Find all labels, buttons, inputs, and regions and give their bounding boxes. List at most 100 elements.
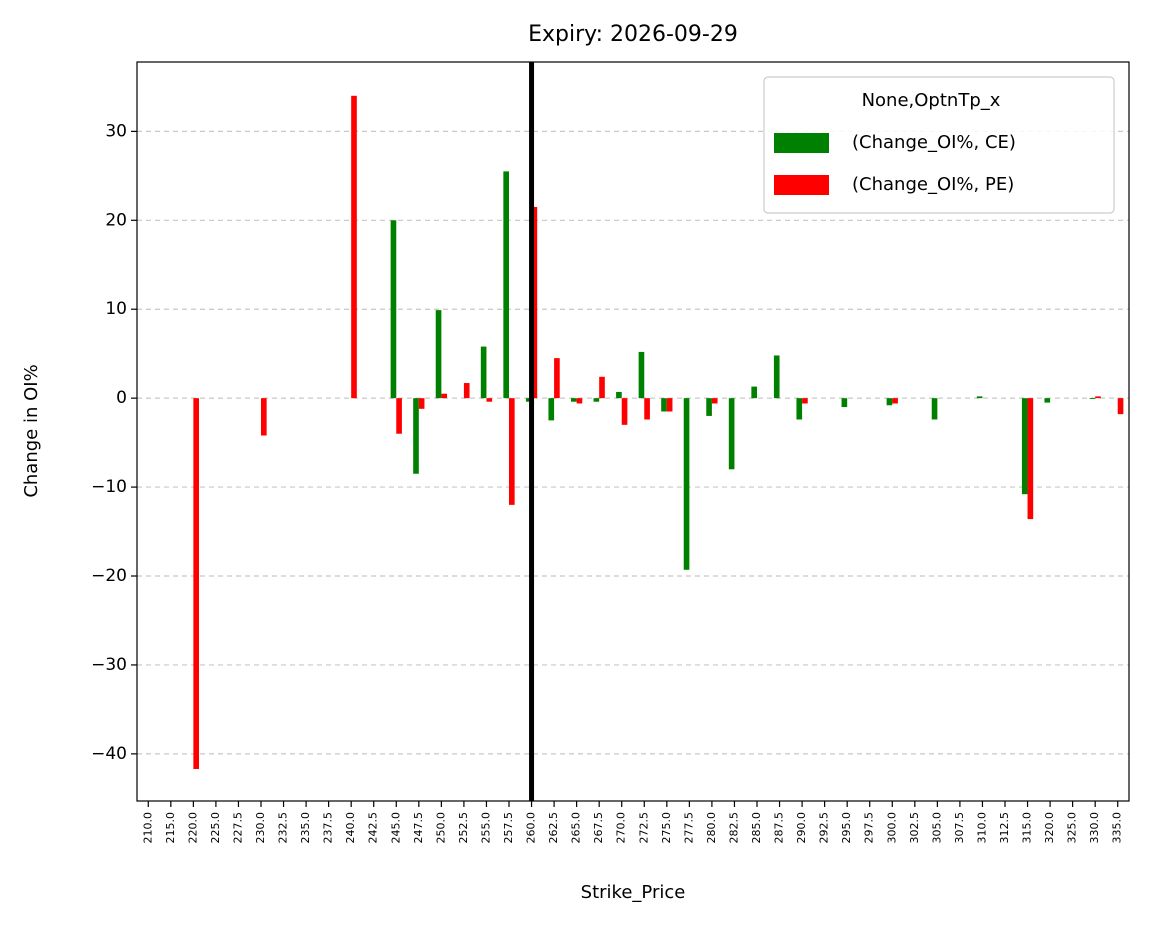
bar: [503, 171, 509, 399]
x-tick-label: 325.0: [1066, 812, 1079, 844]
legend-box: [763, 76, 1115, 214]
bar: [548, 398, 555, 421]
x-tick-label: 235.0: [299, 812, 312, 844]
bar: [886, 398, 893, 406]
x-tick-label: 320.0: [1043, 812, 1056, 844]
x-tick-label: 262.5: [547, 812, 560, 844]
bar: [1021, 398, 1028, 495]
x-tick-label: 240.0: [344, 812, 357, 844]
bar: [1095, 396, 1101, 399]
bar: [435, 310, 442, 399]
x-tick-label: 237.5: [322, 812, 335, 844]
bar: [486, 398, 493, 402]
bar: [616, 391, 622, 399]
bar: [802, 398, 808, 404]
y-tick-label: 10: [105, 299, 127, 319]
x-tick-label: 307.5: [953, 812, 966, 844]
bar: [638, 351, 645, 399]
x-tick-label: 277.5: [682, 812, 695, 844]
bar: [661, 398, 667, 412]
bar: [683, 398, 690, 570]
bar: [193, 398, 199, 769]
x-tick-label: 225.0: [209, 812, 222, 844]
bar: [396, 398, 402, 434]
bar: [728, 398, 735, 470]
legend-label: (Change_OI%, PE): [852, 174, 1014, 195]
bar: [706, 398, 712, 416]
x-axis-label: Strike_Price: [581, 882, 686, 903]
bar: [644, 398, 650, 420]
x-tick-label: 280.0: [705, 812, 718, 844]
legend-title: None,OptnTp_x: [862, 90, 1001, 111]
x-tick-label: 215.0: [164, 812, 177, 844]
x-tick-label: 292.5: [818, 812, 831, 844]
x-tick-label: 297.5: [863, 812, 876, 844]
x-tick-label: 282.5: [727, 812, 740, 844]
y-tick-label: 30: [105, 121, 127, 141]
x-tick-label: 300.0: [885, 812, 898, 844]
bar: [773, 355, 780, 399]
y-axis-label: Change in OI%: [21, 364, 42, 497]
x-tick-label: 330.0: [1088, 812, 1101, 844]
bar: [751, 386, 757, 399]
bar: [351, 95, 357, 399]
y-tick-label: −40: [91, 744, 127, 764]
legend-label: (Change_OI%, CE): [852, 132, 1016, 153]
bar: [531, 206, 538, 399]
bar: [711, 398, 718, 404]
bar: [554, 358, 560, 399]
bar: [509, 398, 515, 505]
x-tick-label: 260.0: [525, 812, 538, 844]
x-tick-label: 267.5: [592, 812, 605, 844]
bar: [593, 398, 600, 402]
x-tick-label: 285.0: [750, 812, 763, 844]
legend-swatch: [774, 133, 829, 153]
bar: [1027, 398, 1034, 520]
bar: [1044, 398, 1051, 403]
bar: [621, 398, 628, 425]
bar: [441, 393, 447, 399]
bar: [390, 220, 397, 399]
x-tick-label: 302.5: [908, 812, 921, 844]
chart-title: Expiry: 2026-09-29: [528, 22, 738, 47]
bar: [892, 398, 898, 404]
bar: [1089, 398, 1096, 400]
y-tick-label: 0: [116, 388, 127, 408]
x-tick-label: 252.5: [457, 812, 470, 844]
y-tick-label: −10: [91, 477, 127, 497]
bar: [599, 376, 605, 399]
bar: [413, 398, 419, 474]
x-tick-label: 305.0: [930, 812, 943, 844]
x-tick-label: 247.5: [412, 812, 425, 844]
x-tick-label: 287.5: [773, 812, 786, 844]
y-tick-label: −20: [91, 566, 127, 586]
x-tick-label: 275.0: [660, 812, 673, 844]
x-tick-label: 270.0: [615, 812, 628, 844]
x-tick-label: 255.0: [479, 812, 492, 844]
bar: [976, 396, 983, 399]
x-tick-label: 242.5: [367, 812, 380, 844]
bar: [418, 398, 425, 409]
y-tick-label: −30: [91, 655, 127, 675]
bar: [796, 398, 803, 420]
bar: [1117, 398, 1124, 415]
bar: [571, 398, 577, 402]
x-tick-label: 230.0: [254, 812, 267, 844]
x-tick-label: 220.0: [186, 812, 199, 844]
bar: [841, 398, 848, 408]
bar: [576, 398, 583, 404]
x-tick-label: 265.0: [570, 812, 583, 844]
bar: [480, 346, 487, 399]
x-tick-label: 210.0: [141, 812, 154, 844]
bar: [261, 398, 267, 436]
x-tick-label: 312.5: [998, 812, 1011, 844]
bar: [666, 398, 673, 412]
legend-swatch: [774, 175, 829, 195]
x-tick-label: 310.0: [975, 812, 988, 844]
plot-frame: [136, 61, 1130, 802]
x-tick-label: 227.5: [231, 812, 244, 844]
x-tick-label: 250.0: [434, 812, 447, 844]
x-tick-label: 272.5: [637, 812, 650, 844]
